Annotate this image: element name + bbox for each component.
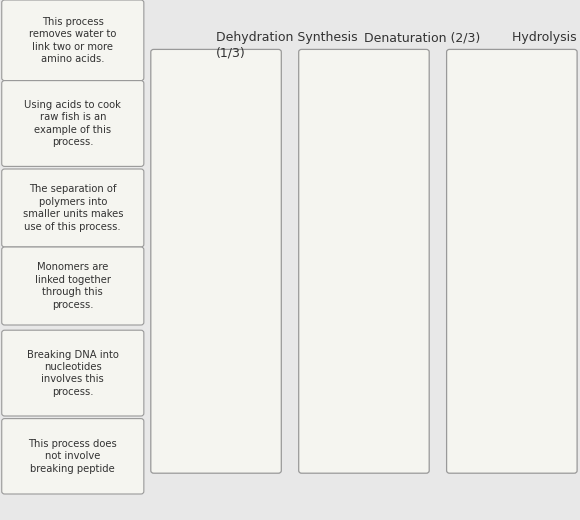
- FancyBboxPatch shape: [447, 49, 577, 473]
- Text: This process
removes water to
link two or more
amino acids.: This process removes water to link two o…: [29, 17, 117, 64]
- Text: Breaking DNA into
nucleotides
involves this
process.: Breaking DNA into nucleotides involves t…: [27, 349, 119, 397]
- Text: The separation of
polymers into
smaller units makes
use of this process.: The separation of polymers into smaller …: [23, 185, 123, 231]
- FancyBboxPatch shape: [2, 419, 144, 494]
- FancyBboxPatch shape: [2, 330, 144, 416]
- FancyBboxPatch shape: [2, 0, 144, 81]
- Text: Using acids to cook
raw fish is an
example of this
process.: Using acids to cook raw fish is an examp…: [24, 100, 121, 147]
- Text: Dehydration Synthesis
(1/3): Dehydration Synthesis (1/3): [216, 31, 358, 59]
- FancyBboxPatch shape: [2, 169, 144, 247]
- Text: Hydrolysis (3/3): Hydrolysis (3/3): [512, 31, 580, 44]
- FancyBboxPatch shape: [2, 247, 144, 325]
- Text: This process does
not involve
breaking peptide: This process does not involve breaking p…: [28, 439, 117, 474]
- FancyBboxPatch shape: [299, 49, 429, 473]
- FancyBboxPatch shape: [151, 49, 281, 473]
- Text: Denaturation (2/3): Denaturation (2/3): [364, 31, 480, 44]
- Text: Monomers are
linked together
through this
process.: Monomers are linked together through thi…: [35, 263, 111, 309]
- FancyBboxPatch shape: [2, 81, 144, 166]
